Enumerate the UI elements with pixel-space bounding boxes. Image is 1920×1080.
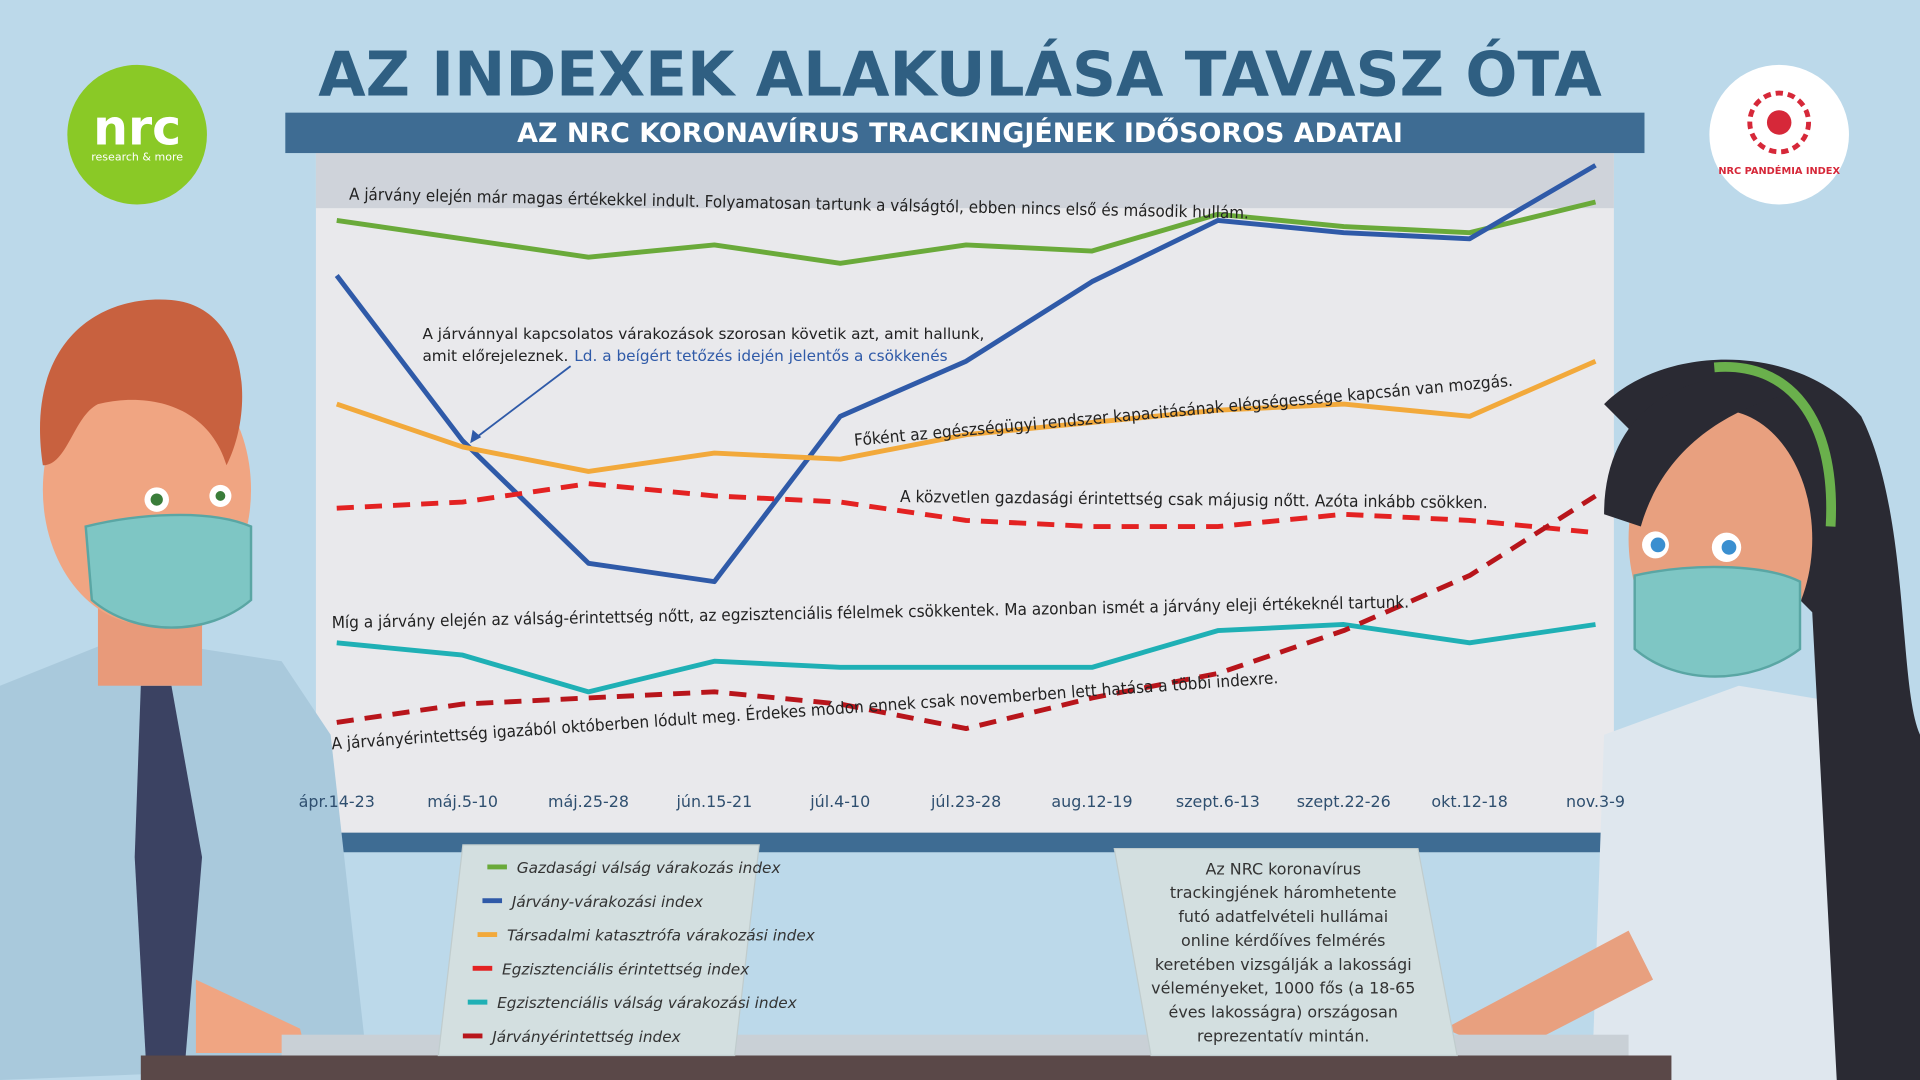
series-line	[335, 358, 1597, 474]
legend-label: Járvány-várakozási index	[509, 893, 704, 911]
subtitle: AZ NRC KORONAVÍRUS TRACKINGJÉNEK IDŐSORO…	[517, 117, 1403, 149]
annotation: amit előrejeleznek.	[422, 347, 568, 365]
woman-illustration	[1444, 359, 1920, 1080]
series-line	[336, 493, 1597, 732]
logo-left	[67, 64, 207, 205]
subtitle-bar	[285, 112, 1645, 154]
x-tick-label: jún.15-21	[675, 792, 752, 811]
logo-left-tagline: research & more	[91, 150, 183, 163]
series-line	[334, 163, 1597, 585]
logo-virus	[1747, 90, 1812, 155]
annotation: A járvánnyal kapcsolatos várakozások szo…	[422, 325, 984, 343]
legend-label: Egzisztenciális válság várakozási index	[497, 994, 798, 1012]
board-top	[315, 153, 1614, 209]
legend-label: Társadalmi katasztrófa várakozási index	[507, 927, 816, 945]
note-line: keretében vizsgálják a lakossági	[1155, 955, 1412, 974]
note-line: trackingjének háromhetente	[1170, 883, 1397, 902]
series-line	[336, 622, 1596, 695]
annotation-arrowhead	[470, 429, 482, 444]
legend-label: Gazdasági válság várakozás index	[517, 859, 782, 877]
legend-label: Járványérintettség index	[489, 1028, 681, 1046]
x-tick-label: ápr.14-23	[299, 792, 375, 811]
series-line	[336, 199, 1597, 266]
x-tick-label: máj.5-10	[427, 792, 498, 811]
x-tick-label: júl.4-10	[809, 792, 870, 811]
man-illustration	[0, 299, 368, 1080]
desk	[140, 1055, 1672, 1080]
series-line	[336, 481, 1596, 536]
x-tick-label: okt.12-18	[1431, 792, 1507, 811]
note-line: véleményeket, 1000 fős (a 18-65	[1151, 979, 1415, 998]
x-tick-label: szept.22-26	[1297, 792, 1391, 811]
note-line: reprezentatív mintán.	[1197, 1026, 1370, 1045]
annotation: Ld. a beígért tetőzés idején jelentős a …	[574, 347, 947, 365]
x-tick-label: szept.6-13	[1176, 792, 1260, 811]
note-line: online kérdőíves felmérés	[1181, 931, 1385, 950]
x-tick-label: nov.3-9	[1566, 792, 1625, 811]
note-line: Az NRC koronavírus	[1206, 859, 1361, 878]
x-tick-label: júl.23-28	[930, 792, 1001, 811]
x-tick-label: aug.12-19	[1051, 792, 1132, 811]
x-tick-label: máj.25-28	[548, 792, 629, 811]
logo-left-name: nrc	[93, 99, 181, 156]
legend-label: Egzisztenciális érintettség index	[502, 960, 750, 978]
logo-right-text: NRC PANDÉMIA INDEX	[1718, 164, 1840, 177]
title: AZ INDEXEK ALAKULÁSA TAVASZ ÓTA	[318, 40, 1602, 111]
note-line: futó adatfelvételi hullámai	[1178, 907, 1388, 926]
note-box	[1113, 847, 1458, 1057]
legend-box	[437, 844, 760, 1057]
board	[315, 153, 1614, 839]
note-line: éves lakosságra) országosan	[1169, 1003, 1398, 1022]
logo-virus-core	[1766, 110, 1792, 135]
annotation-arrow	[474, 365, 572, 440]
